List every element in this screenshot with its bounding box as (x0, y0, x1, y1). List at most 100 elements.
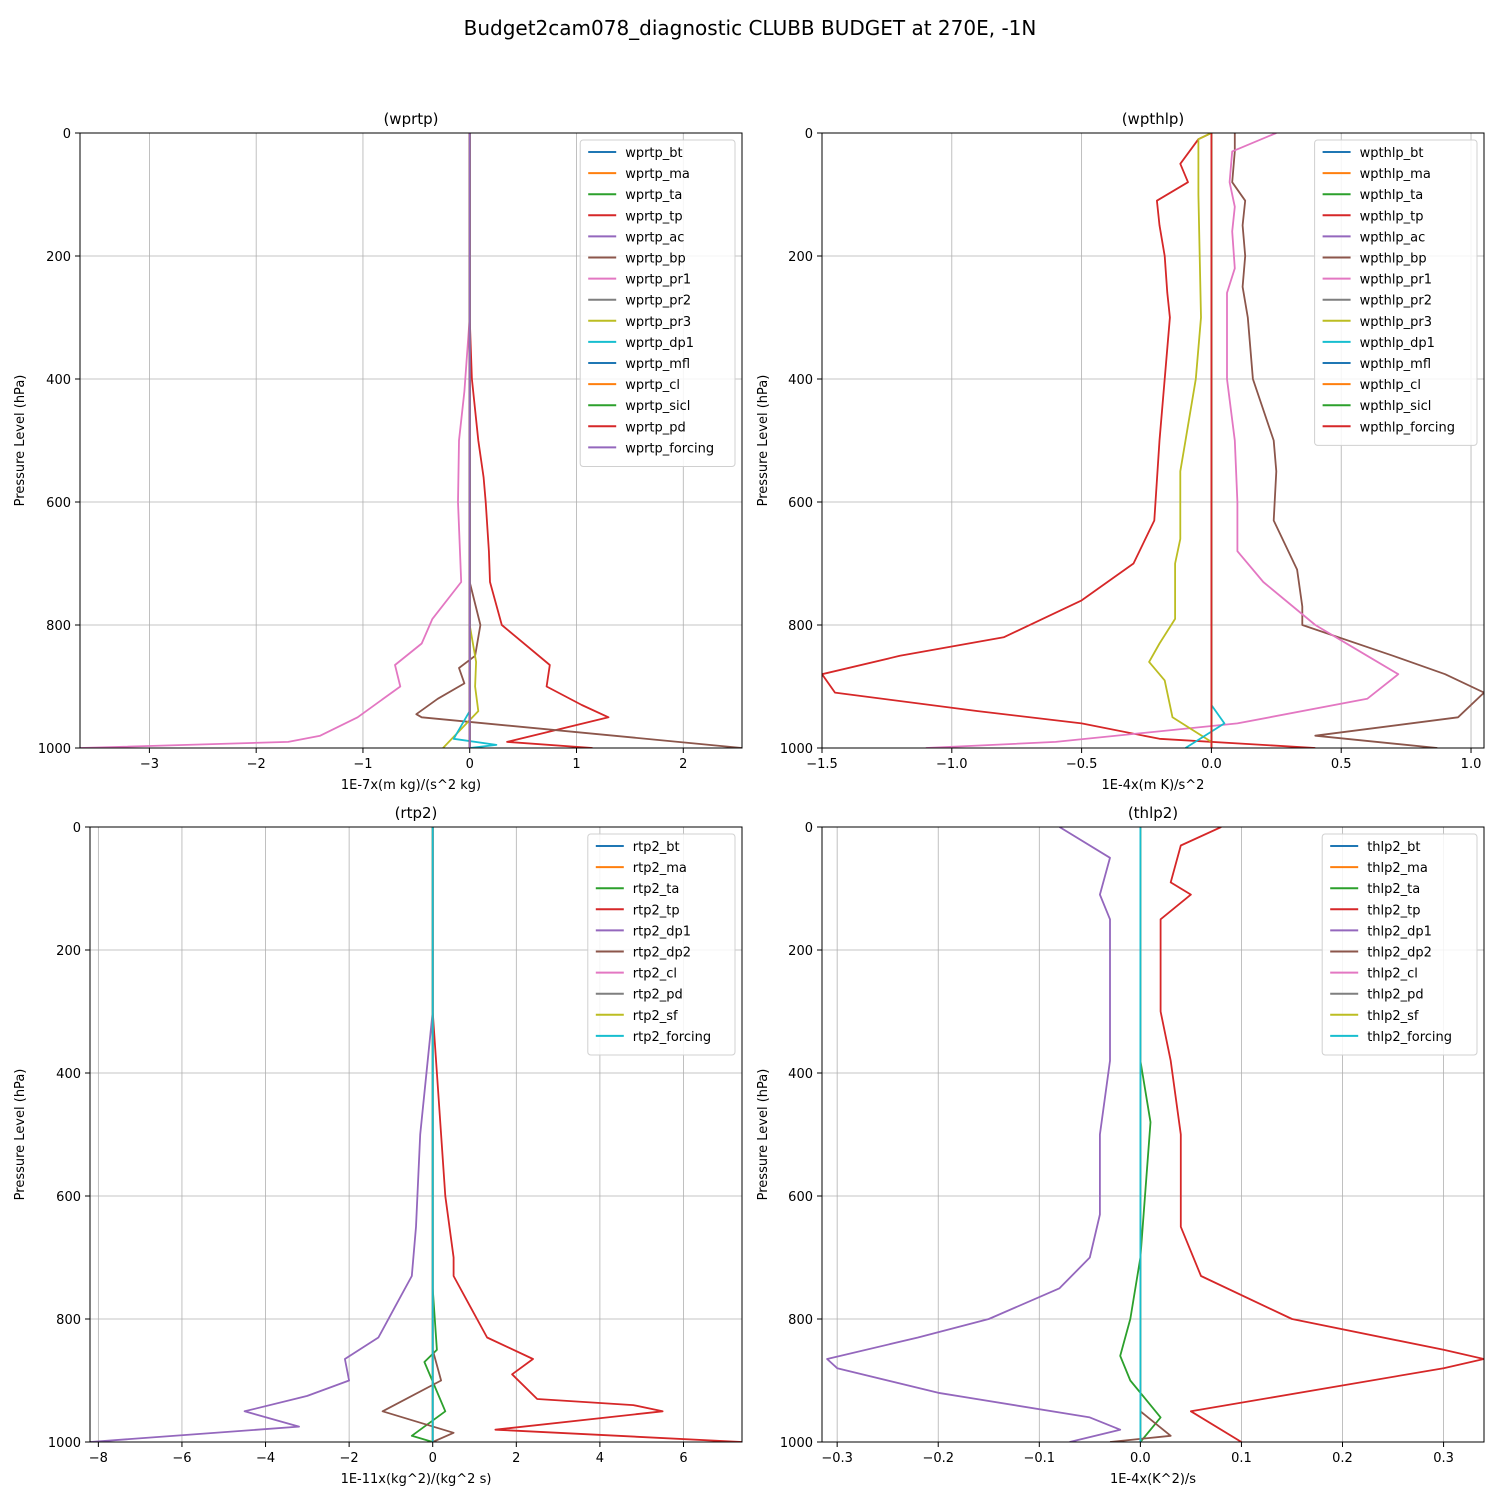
x-axis-label: 1E-4x(m K)/s^2 (1102, 778, 1205, 793)
y-tick-label: 400 (56, 1067, 81, 1082)
legend-entry: thlp2_bt (1367, 840, 1420, 855)
legend: thlp2_bt thlp2_ma thlp2_ta thlp2_tp thlp2_dp… (1321, 833, 1478, 1056)
legend-entry: thlp2_cl (1367, 967, 1418, 982)
legend-entry: wpthlp_forcing (1360, 420, 1455, 435)
x-tick-label: −1.5 (806, 757, 838, 772)
legend-entry: rtp2_ta (633, 882, 680, 897)
y-tick-label: 200 (56, 944, 81, 959)
legend-entry: wpthlp_ac (1360, 230, 1426, 245)
y-tick-label: 800 (788, 1313, 813, 1328)
legend-entry: thlp2_dp1 (1367, 924, 1432, 939)
chart-title: (thlp2) (1128, 804, 1178, 822)
x-tick-label: 2 (679, 757, 687, 772)
y-tick-label: 400 (788, 373, 813, 388)
x-tick-label: 0 (466, 757, 474, 772)
legend: wprtp_bt wprtp_ma wprtp_ta wprtp_tp wprtp_ac… (579, 139, 736, 467)
series-line-wprtp_pr1 (80, 133, 471, 748)
legend-entry: rtp2_dp2 (633, 946, 691, 961)
y-tick-label: 200 (788, 250, 813, 265)
legend-entry: wprtp_mfl (625, 357, 690, 372)
legend-entry: wprtp_dp1 (625, 336, 694, 351)
series-line-wpthlp_bp (1231, 133, 1484, 748)
x-tick-label: 2 (512, 1451, 520, 1466)
x-tick-label: −0.2 (922, 1451, 954, 1466)
legend-entry: rtp2_tp (633, 903, 680, 918)
legend-entry: thlp2_forcing (1367, 1030, 1452, 1045)
y-tick-label: 200 (788, 944, 813, 959)
y-tick-label: 800 (56, 1313, 81, 1328)
legend-entry: wpthlp_pr1 (1360, 273, 1432, 288)
y-tick-label: 1000 (38, 742, 71, 757)
chart-panel-2: −8 −6 −4 −2 0 2 4 6 0 200 400 600 800 1000 (rtp2) 1E-11… (13, 804, 743, 1487)
y-tick-label: 800 (46, 619, 71, 634)
legend-entry: thlp2_tp (1367, 903, 1420, 918)
legend: wpthlp_bt wpthlp_ma wpthlp_ta wpthlp_tpwpth… (1314, 139, 1478, 446)
x-tick-label: −6 (172, 1451, 191, 1466)
legend-entry: wprtp_tp (625, 209, 682, 224)
x-axis-label: 1E-7x(m kg)/(s^2 kg) (341, 778, 481, 793)
chart-panel-3: −0.3 −0.2 −0.1 0.0 0.1 0.2 0.3 0 200 400 600 800 100… (756, 804, 1485, 1487)
series-line-wprtp_tp (468, 133, 610, 748)
legend-entry: wprtp_ta (625, 188, 682, 203)
x-tick-label: 0.1 (1231, 1451, 1252, 1466)
series-line-wpthlp_dp1 (1185, 133, 1226, 748)
y-tick-label: 800 (788, 619, 813, 634)
legend-entry: wprtp_ac (625, 230, 684, 245)
legend-entry: wprtp_cl (625, 378, 680, 393)
legend-entry: wprtp_bp (625, 252, 686, 267)
y-tick-label: 600 (56, 1190, 81, 1205)
y-tick-label: 0 (805, 821, 813, 836)
legend-entry: thlp2_ta (1367, 882, 1420, 897)
series-line-wpthlp_tp (822, 133, 1316, 748)
legend-entry: rtp2_ma (633, 861, 687, 876)
x-tick-label: −0.1 (1024, 1451, 1056, 1466)
y-tick-label: 400 (788, 1067, 813, 1082)
series-line-rtp2_tp (431, 827, 742, 1442)
legend-entry: wprtp_bt (625, 146, 682, 161)
chart-title: (rtp2) (395, 804, 438, 822)
legend-entry: wpthlp_bt (1360, 146, 1424, 161)
legend-entry: wprtp_pr2 (625, 294, 691, 309)
figure-title: Budget2cam078_diagnostic CLUBB BUDGET at… (463, 16, 1037, 40)
series-line-wpthlp_pr3 (1148, 133, 1212, 743)
legend-entry: wprtp_forcing (625, 441, 714, 456)
x-tick-label: −0.5 (1066, 757, 1098, 772)
legend-entry: wprtp_pr1 (625, 273, 691, 288)
y-tick-label: 600 (46, 496, 71, 511)
series-line-wprtp_bp (415, 133, 742, 748)
y-axis-label: Pressure Level (hPa) (756, 375, 771, 507)
legend-entry: wpthlp_cl (1360, 378, 1421, 393)
legend-entry: rtp2_cl (633, 967, 677, 982)
x-tick-label: 6 (679, 1451, 687, 1466)
x-tick-label: −2 (247, 757, 266, 772)
x-tick-label: 0.5 (1331, 757, 1352, 772)
series-line-wpthlp_pr1 (925, 133, 1400, 748)
x-axis-label: 1E-11x(kg^2)/(kg^2 s) (341, 1472, 492, 1487)
legend-entry: wpthlp_ta (1360, 188, 1424, 203)
y-tick-label: 600 (788, 496, 813, 511)
chart-panel-1: −1.5 −1.0 −0.5 0.0 0.5 1.0 0 200 400 600 800 1000 (w… (756, 110, 1485, 793)
legend-entry: rtp2_forcing (633, 1030, 711, 1045)
chart-title: (wpthlp) (1122, 110, 1185, 128)
legend-entry: wpthlp_bp (1360, 252, 1427, 267)
y-tick-label: 0 (805, 127, 813, 142)
legend-entry: wpthlp_pr3 (1360, 315, 1432, 330)
x-tick-label: 0.0 (1130, 1451, 1151, 1466)
x-tick-label: −1.0 (936, 757, 968, 772)
series-line-wprtp_pr3 (442, 133, 480, 748)
x-tick-label: 0.3 (1433, 1451, 1454, 1466)
legend-entry: wprtp_pr3 (625, 315, 691, 330)
axes-frame (821, 132, 1485, 749)
x-tick-label: 1 (572, 757, 580, 772)
legend-entry: rtp2_sf (633, 1009, 678, 1024)
legend-entry: wpthlp_dp1 (1360, 336, 1435, 351)
legend-entry: rtp2_dp1 (633, 924, 691, 939)
y-tick-label: 600 (788, 1190, 813, 1205)
series-line-thlp2_dp1 (826, 827, 1122, 1442)
legend-entry: thlp2_ma (1367, 861, 1428, 876)
legend-entry: wpthlp_ma (1360, 167, 1431, 182)
x-tick-label: 1.0 (1461, 757, 1482, 772)
chart-title: (wprtp) (383, 110, 438, 128)
x-axis-label: 1E-4x(K^2)/s (1110, 1472, 1196, 1487)
y-tick-label: 200 (46, 250, 71, 265)
